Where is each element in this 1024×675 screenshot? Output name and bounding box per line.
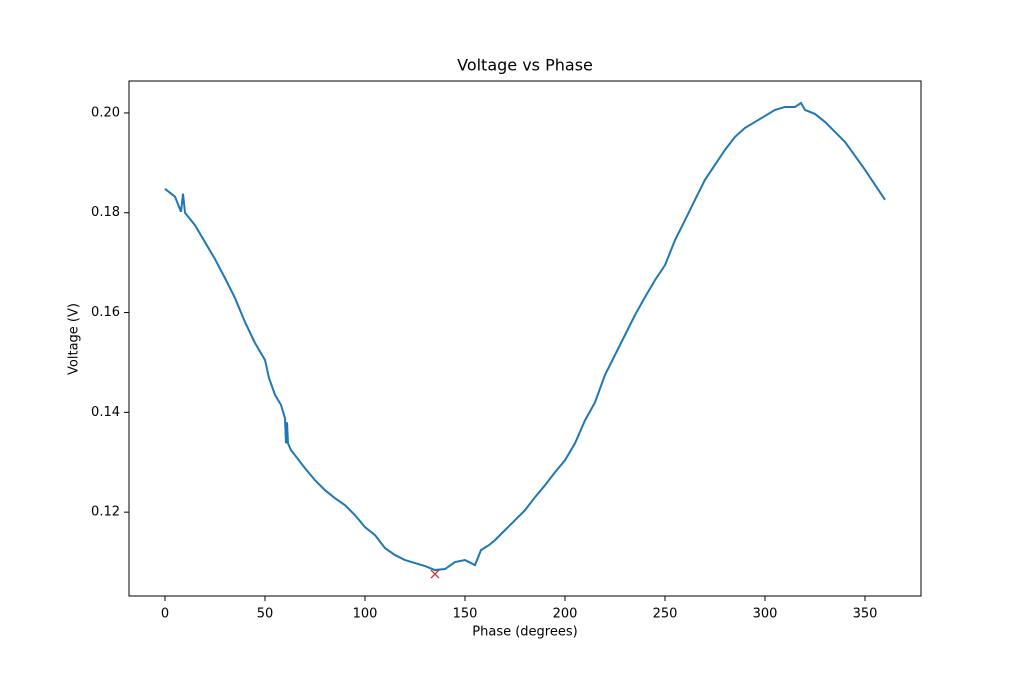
x-tick-label: 200 — [553, 607, 578, 622]
x-tick-label: 250 — [653, 607, 678, 622]
x-tick-label: 150 — [453, 607, 478, 622]
y-tick-label: 0.14 — [91, 405, 120, 420]
y-tick-label: 0.12 — [91, 505, 120, 520]
y-tick-label: 0.20 — [91, 105, 120, 120]
x-tick-label: 50 — [257, 607, 274, 622]
y-axis-label: Voltage (V) — [67, 303, 82, 375]
x-axis-label: Phase (degrees) — [472, 625, 577, 640]
min-marker — [430, 569, 440, 579]
x-tick-label: 100 — [353, 607, 378, 622]
x-tick-label: 350 — [853, 607, 878, 622]
y-tick-label: 0.18 — [91, 205, 120, 220]
x-tick-label: 300 — [753, 607, 778, 622]
data-line — [164, 101, 886, 572]
x-tick-label: 0 — [161, 607, 169, 622]
plot-frame — [128, 80, 922, 597]
y-tick-label: 0.16 — [91, 305, 120, 320]
chart-title: Voltage vs Phase — [457, 56, 593, 75]
